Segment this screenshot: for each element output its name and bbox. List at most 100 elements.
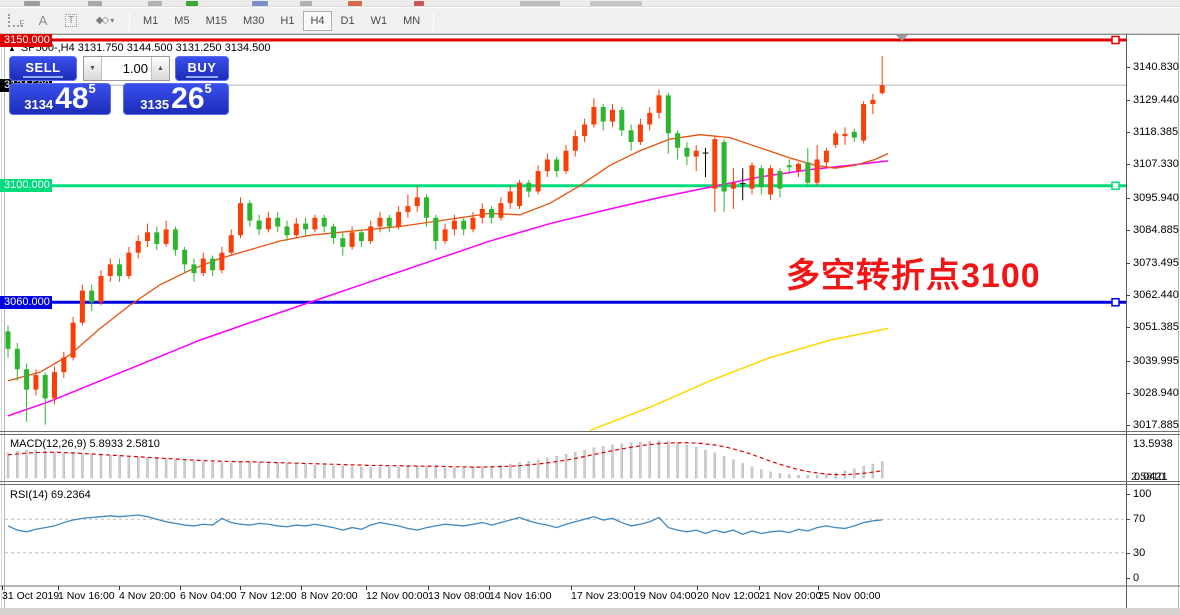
macd-histogram-bar (127, 455, 131, 479)
candle-body (52, 372, 57, 399)
time-axis-label: 7 Nov 12:00 (240, 590, 297, 602)
macd-histogram-bar (499, 464, 503, 479)
timeframe-button-h1[interactable]: H1 (280, 14, 295, 27)
chart-annotation-text[interactable]: 多空转折点3100 (786, 257, 1041, 295)
timeframe-button-m1[interactable]: M1 (143, 14, 159, 27)
timeframe-button-w1[interactable]: W1 (370, 14, 388, 27)
macd-histogram-bar (146, 457, 149, 479)
macd-histogram-bar (109, 454, 112, 479)
price-tick-mark (1126, 66, 1130, 68)
candle-body (163, 229, 169, 244)
macd-histogram-bar (229, 462, 233, 479)
price-tick-mark (1126, 99, 1130, 101)
rsi-line (7, 514, 883, 536)
macd-histogram-bar (34, 449, 38, 479)
chart-window: ▲ SP500-,H4 3131.750 3144.500 3131.250 31… (0, 33, 1180, 615)
candle-body (507, 191, 513, 204)
macd-histogram-bar (164, 458, 168, 479)
toolbar-fragment (590, 1, 642, 6)
candle-body (247, 203, 253, 221)
candle-body (842, 133, 848, 137)
main-macd-separator[interactable] (0, 431, 1180, 432)
bid-price-big: 48 (55, 82, 89, 115)
candle-body (358, 232, 364, 242)
macd-histogram-bar (722, 455, 726, 479)
rsi-tick-mark (1126, 519, 1130, 521)
hline-drag-handle[interactable] (896, 35, 908, 41)
shapes-tool[interactable]: ◆◇ ▾ (86, 11, 124, 31)
symbol-triangle-icon: ▲ (8, 44, 16, 53)
candle-body (572, 136, 578, 151)
time-tick-mark (301, 586, 302, 590)
price-tick-mark (1126, 327, 1130, 329)
macd-histogram-bar (90, 454, 93, 479)
hline-anchor[interactable] (1111, 35, 1120, 45)
candle-body (200, 258, 206, 274)
candle-body (526, 182, 532, 192)
hline-anchor[interactable] (1111, 297, 1120, 307)
volume-input[interactable] (102, 57, 151, 80)
macd-histogram-bar (611, 444, 614, 479)
candle-body (70, 322, 76, 358)
macd-histogram-bar (6, 452, 10, 479)
time-axis-label: 13 Nov 08:00 (428, 590, 491, 602)
candle-body (414, 197, 420, 207)
timeframe-group: M1 M5 M15 M30 H1 H4 D1 W1 MN (135, 10, 428, 31)
candle-body (210, 258, 216, 271)
time-tick-mark (428, 586, 429, 590)
timeframe-button-mn[interactable]: MN (403, 14, 421, 27)
candle-body (293, 223, 299, 236)
bid-price-box[interactable]: 3134 48 5 (9, 81, 111, 115)
timeframe-button-h4[interactable]: H4 (303, 10, 332, 31)
candle-body (107, 264, 113, 277)
macd-histogram-bar (583, 449, 586, 479)
volume-increase-button[interactable]: ▲ (151, 57, 169, 80)
main-macd-separator[interactable] (0, 434, 1180, 435)
toolbar-fragment (300, 1, 312, 6)
candle-body (498, 203, 504, 218)
macd-histogram-bar (704, 449, 707, 479)
candle-body (610, 109, 615, 122)
macd-histogram-bar (713, 452, 716, 479)
time-axis-label: 4 Nov 20:00 (119, 590, 176, 602)
macd-histogram-bar (676, 442, 679, 479)
macd-histogram-bar (453, 468, 456, 479)
time-axis-label: 8 Nov 20:00 (301, 590, 358, 602)
candle-body (368, 226, 374, 242)
text-label-tool[interactable]: T (58, 11, 84, 31)
macd-histogram-bar (397, 467, 400, 479)
macd-histogram-bar (99, 454, 103, 479)
price-tick-mark (1126, 392, 1130, 394)
candle-body (117, 264, 123, 277)
ask-price-box[interactable]: 3135 26 5 (123, 81, 229, 115)
ask-price-prefix: 3135 (140, 97, 170, 112)
macd-histogram-bar (81, 453, 84, 479)
candle-body (433, 217, 439, 242)
macd-histogram-bar (304, 464, 307, 479)
arrow-label-tool[interactable]: A (30, 11, 56, 31)
macd-histogram-bar (443, 467, 447, 479)
buy-button[interactable]: BUY (175, 56, 229, 81)
macd-rsi-separator[interactable] (0, 484, 1180, 485)
sell-button[interactable]: SELL (9, 56, 77, 81)
candle-body (535, 171, 541, 192)
timeframe-button-m5[interactable]: M5 (174, 14, 190, 27)
chart-canvas (0, 34, 1180, 608)
freehand-grid-tool[interactable]: F (2, 11, 28, 31)
macd-histogram-bar (71, 453, 75, 479)
candle-body (42, 375, 48, 399)
macd-histogram-bar (257, 461, 261, 479)
macd-histogram-bar (881, 461, 884, 479)
price-tag-3150.000: 3150.000 (0, 33, 52, 47)
timeframe-button-m15[interactable]: M15 (205, 14, 227, 27)
hline-anchor[interactable] (1111, 181, 1120, 190)
macd-rsi-separator[interactable] (0, 481, 1180, 482)
candle-body (396, 211, 402, 227)
time-axis-label: 6 Nov 04:00 (180, 590, 237, 602)
candle-body (33, 375, 39, 390)
timeframe-button-d1[interactable]: D1 (340, 14, 355, 27)
timeframe-button-m30[interactable]: M30 (242, 14, 265, 27)
volume-decrease-button[interactable]: ▼ (84, 57, 102, 80)
bid-price-sup: 5 (88, 81, 96, 96)
price-tick-label: 3095.940 (1133, 191, 1179, 204)
